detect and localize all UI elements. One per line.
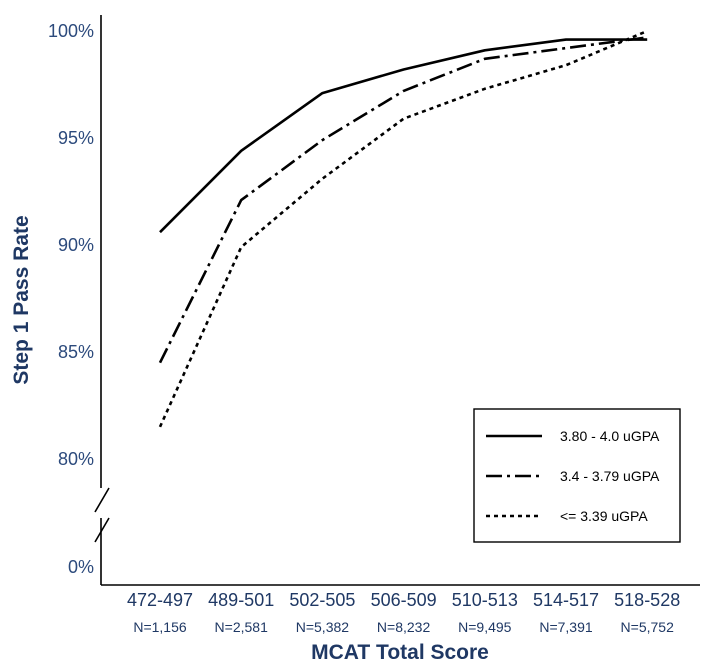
y-tick-label: 85%	[58, 342, 94, 362]
x-tick-label: 506-509	[371, 590, 437, 610]
legend: 3.80 - 4.0 uGPA 3.4 - 3.79 uGPA <= 3.39 uG…	[473, 408, 681, 543]
category-count-label: N=7,391	[539, 619, 593, 635]
y-axis-title: Step 1 Pass Rate	[10, 215, 33, 384]
category-count-label: N=9,495	[458, 619, 512, 635]
series-lines	[158, 29, 648, 428]
category-count-label: N=8,232	[377, 619, 431, 635]
legend-label: 3.4 - 3.79 uGPA	[560, 468, 660, 484]
y-tick-labels: 0% 80% 85% 90% 95% 100%	[48, 21, 94, 577]
x-tick-labels: 472-497 489-501 502-505 506-509 510-513 514-5…	[127, 590, 680, 610]
x-tick-label: 514-517	[533, 590, 599, 610]
legend-label: <= 3.39 uGPA	[560, 508, 648, 524]
x-axis-title: MCAT Total Score	[311, 641, 489, 664]
y-tick-label: 80%	[58, 449, 94, 469]
series-line-2	[158, 36, 648, 364]
axis-break-mark-2	[94, 517, 110, 543]
y-tick-label: 0%	[68, 557, 94, 577]
y-tick-label: 90%	[58, 235, 94, 255]
y-tick-label: 100%	[48, 21, 94, 41]
category-count-label: N=5,752	[621, 619, 675, 635]
axis-break-mark-1	[94, 487, 110, 513]
x-tick-label: 502-505	[289, 590, 355, 610]
x-tick-label: 510-513	[452, 590, 518, 610]
category-count-label: N=5,382	[296, 619, 350, 635]
x-tick-label: 489-501	[208, 590, 274, 610]
legend-label: 3.80 - 4.0 uGPA	[560, 428, 660, 444]
x-tick-label: 472-497	[127, 590, 193, 610]
category-count-labels: N=1,156 N=2,581 N=5,382 N=8,232 N=9,495 N=7,3…	[133, 619, 674, 635]
x-tick-label: 518-528	[614, 590, 680, 610]
y-tick-label: 95%	[58, 128, 94, 148]
series-line-1	[159, 38, 648, 234]
axes	[94, 15, 700, 586]
category-count-label: N=1,156	[133, 619, 187, 635]
category-count-label: N=2,581	[215, 619, 269, 635]
